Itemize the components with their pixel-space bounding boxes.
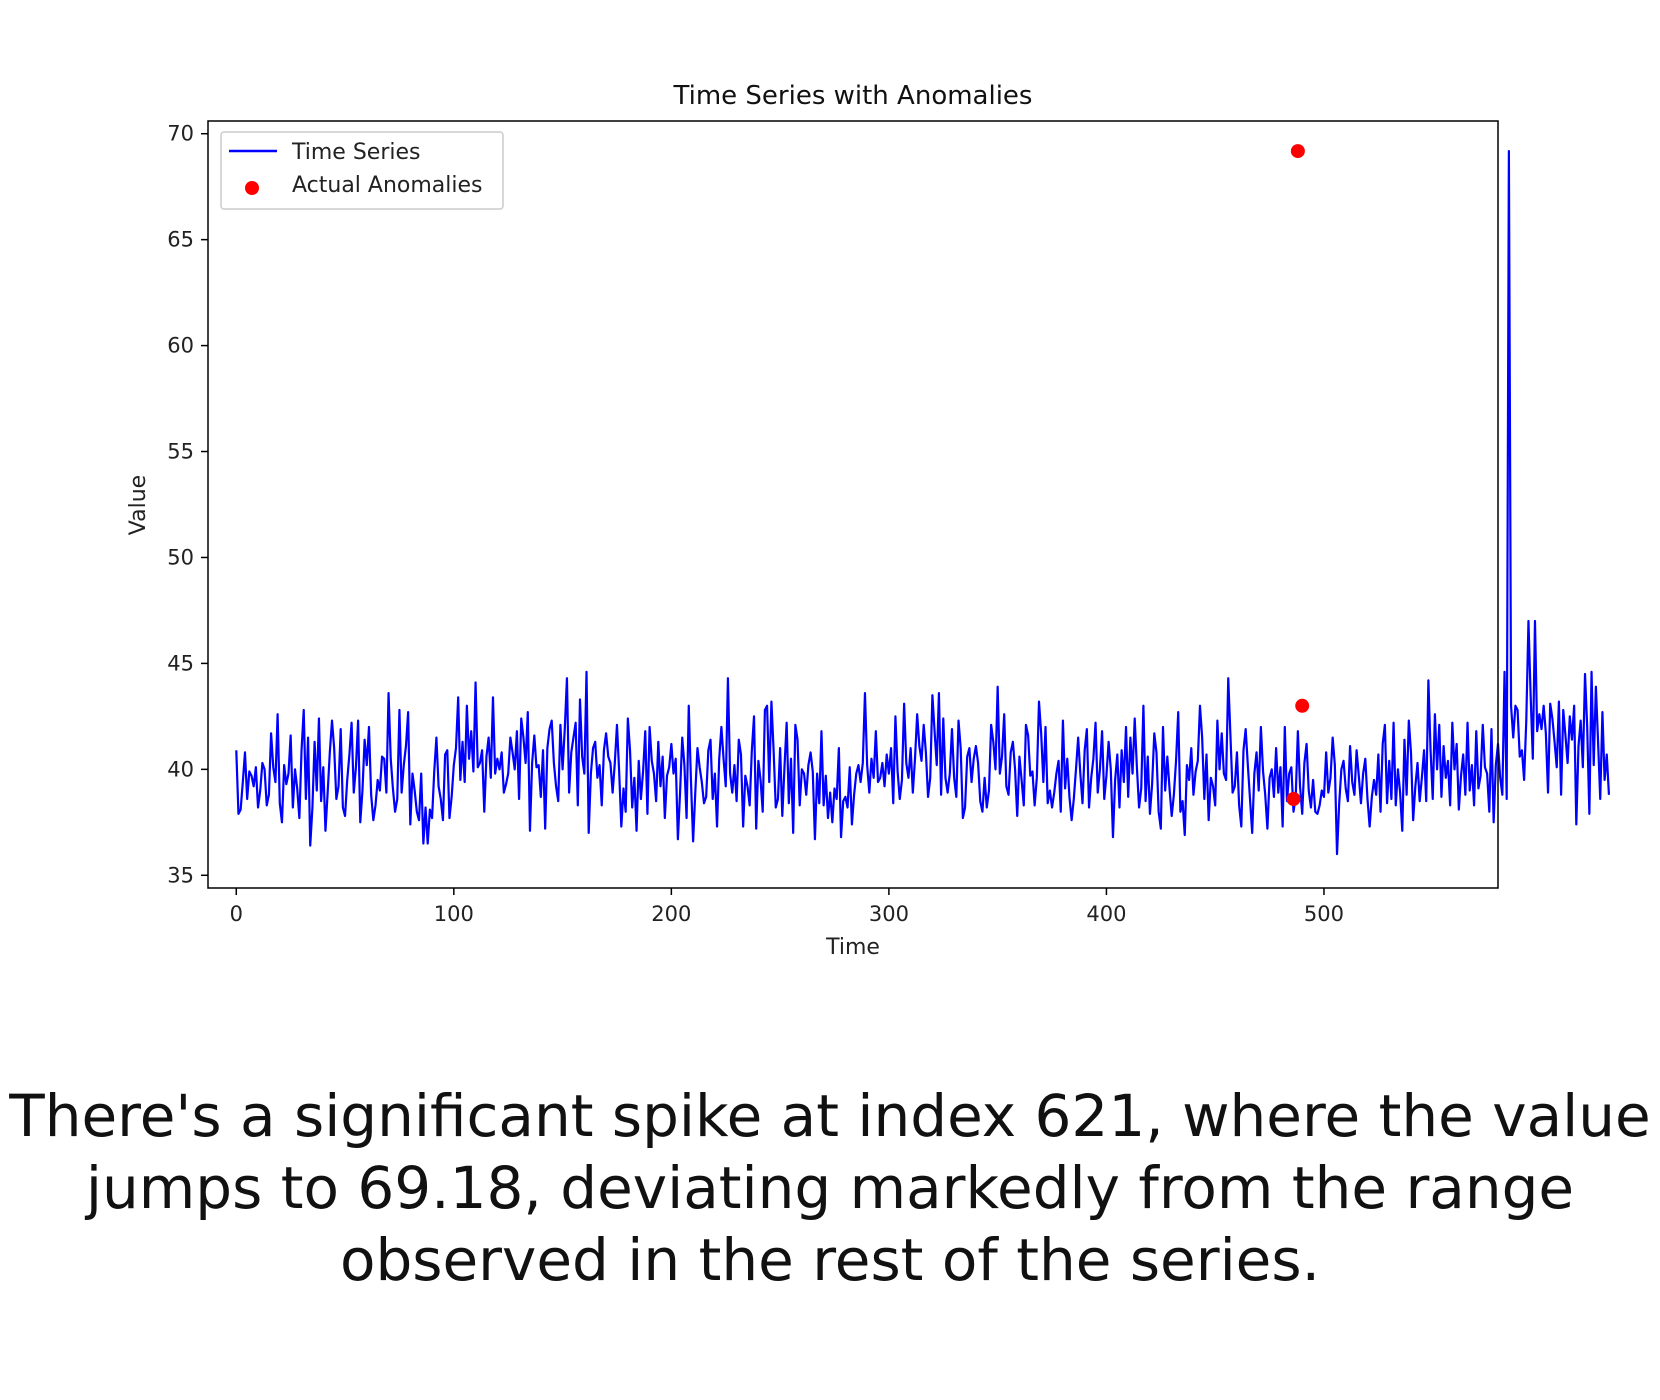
y-axis: 35 40 45 50 55 60 65 70 (167, 122, 208, 887)
plot-frame (207, 120, 1499, 889)
x-tick-label: 400 (1086, 902, 1126, 926)
y-tick-label: 65 (167, 228, 194, 252)
y-tick-label: 35 (167, 863, 194, 887)
x-tick-label: 500 (1304, 902, 1344, 926)
y-tick-label: 55 (167, 440, 194, 464)
x-tick-label: 200 (651, 902, 691, 926)
chart-title: Time Series with Anomalies (673, 81, 1033, 111)
legend-box (220, 131, 504, 210)
y-tick-label: 40 (167, 757, 194, 781)
legend-label-actual-anomalies: Actual Anomalies (292, 173, 483, 198)
x-tick-label: 0 (230, 902, 243, 926)
x-axis-label: Time (825, 935, 880, 960)
y-tick-label: 70 (167, 122, 194, 146)
anomaly-point (1295, 698, 1310, 713)
anomaly-point (1286, 792, 1301, 807)
plot-area (235, 144, 1611, 856)
caption-text: There's a significant spike at index 621… (9, 1082, 1651, 1294)
y-tick-label: 45 (167, 651, 194, 675)
y-tick-label: 50 (167, 545, 194, 569)
series-line-time-series (235, 149, 1611, 856)
x-axis: 0 100 200 300 400 500 (230, 888, 1344, 926)
y-axis-label: Value (126, 475, 151, 535)
x-tick-label: 300 (869, 902, 909, 926)
legend-marker-swatch (245, 181, 259, 195)
legend: Time Series Actual Anomalies (220, 131, 504, 210)
y-tick-label: 60 (167, 334, 194, 358)
legend-label-time-series: Time Series (291, 140, 421, 165)
x-tick-label: 100 (434, 902, 474, 926)
anomaly-point (1290, 144, 1305, 159)
